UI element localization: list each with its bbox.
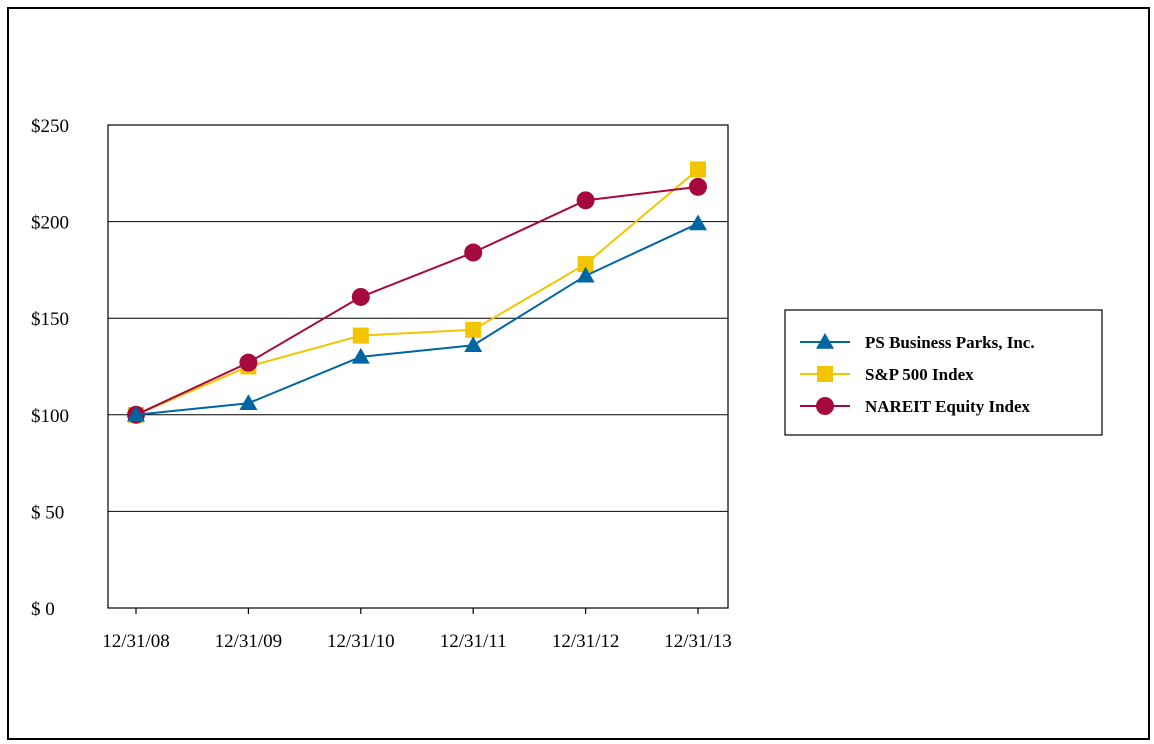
legend-item: PS Business Parks, Inc. [800,333,1035,352]
axis-ticks [135,608,699,614]
data-point [577,256,594,273]
data-point [352,327,369,344]
legend-marker [816,333,834,349]
data-point [689,177,707,196]
data-point [351,347,370,364]
series-line [135,168,699,416]
y-tick-label: $ 0 [31,599,55,620]
series-lines [127,161,707,424]
series-square [128,161,706,423]
legend: PS Business Parks, Inc. S&P 500 Index NARE… [784,309,1103,436]
data-point [690,161,706,178]
legend-marker [816,397,834,415]
data-point [464,243,483,262]
legend-item: NAREIT Equity Index [800,397,1031,416]
legend-marker [817,366,833,382]
y-tick-label: $150 [31,309,69,330]
line-chart: $ 0 $ 50 $100 $150 $200 $250 12/31/08 12/31/09… [31,116,1103,652]
legend-item: S&P 500 Index [800,365,974,384]
data-point [689,214,707,231]
y-axis-labels: $ 0 $ 50 $100 $150 $200 $250 [31,116,69,620]
legend-label: S&P 500 Index [865,365,974,384]
x-tick-label: 12/31/11 [440,631,507,652]
series-line [135,185,699,416]
data-point [576,191,595,210]
data-point [576,266,595,283]
y-tick-label: $200 [31,213,69,234]
series-triangle [127,214,707,422]
y-tick-label: $100 [31,406,69,427]
x-tick-label: 12/31/10 [327,631,395,652]
data-point [239,394,258,410]
y-tick-label: $250 [31,116,69,137]
chart-frame: $ 0 $ 50 $100 $150 $200 $250 12/31/08 12/31/09… [7,7,1150,740]
x-tick-label: 12/31/09 [215,631,283,652]
data-point [127,405,145,422]
data-point [464,336,483,352]
series-circle [127,177,707,424]
legend-box [784,309,1103,436]
data-point [351,287,370,306]
x-axis-labels: 12/31/08 12/31/09 12/31/10 12/31/11 12/31/12… [102,631,732,652]
series-line [135,222,699,416]
data-point [465,321,482,338]
y-tick-label: $ 50 [31,502,64,523]
x-tick-label: 12/31/13 [664,631,732,652]
x-tick-label: 12/31/12 [552,631,620,652]
data-point [239,353,258,372]
legend-label: NAREIT Equity Index [865,397,1031,416]
legend-label: PS Business Parks, Inc. [865,333,1035,352]
plot-area [107,124,729,609]
x-tick-label: 12/31/08 [102,631,170,652]
gridlines [108,221,728,512]
